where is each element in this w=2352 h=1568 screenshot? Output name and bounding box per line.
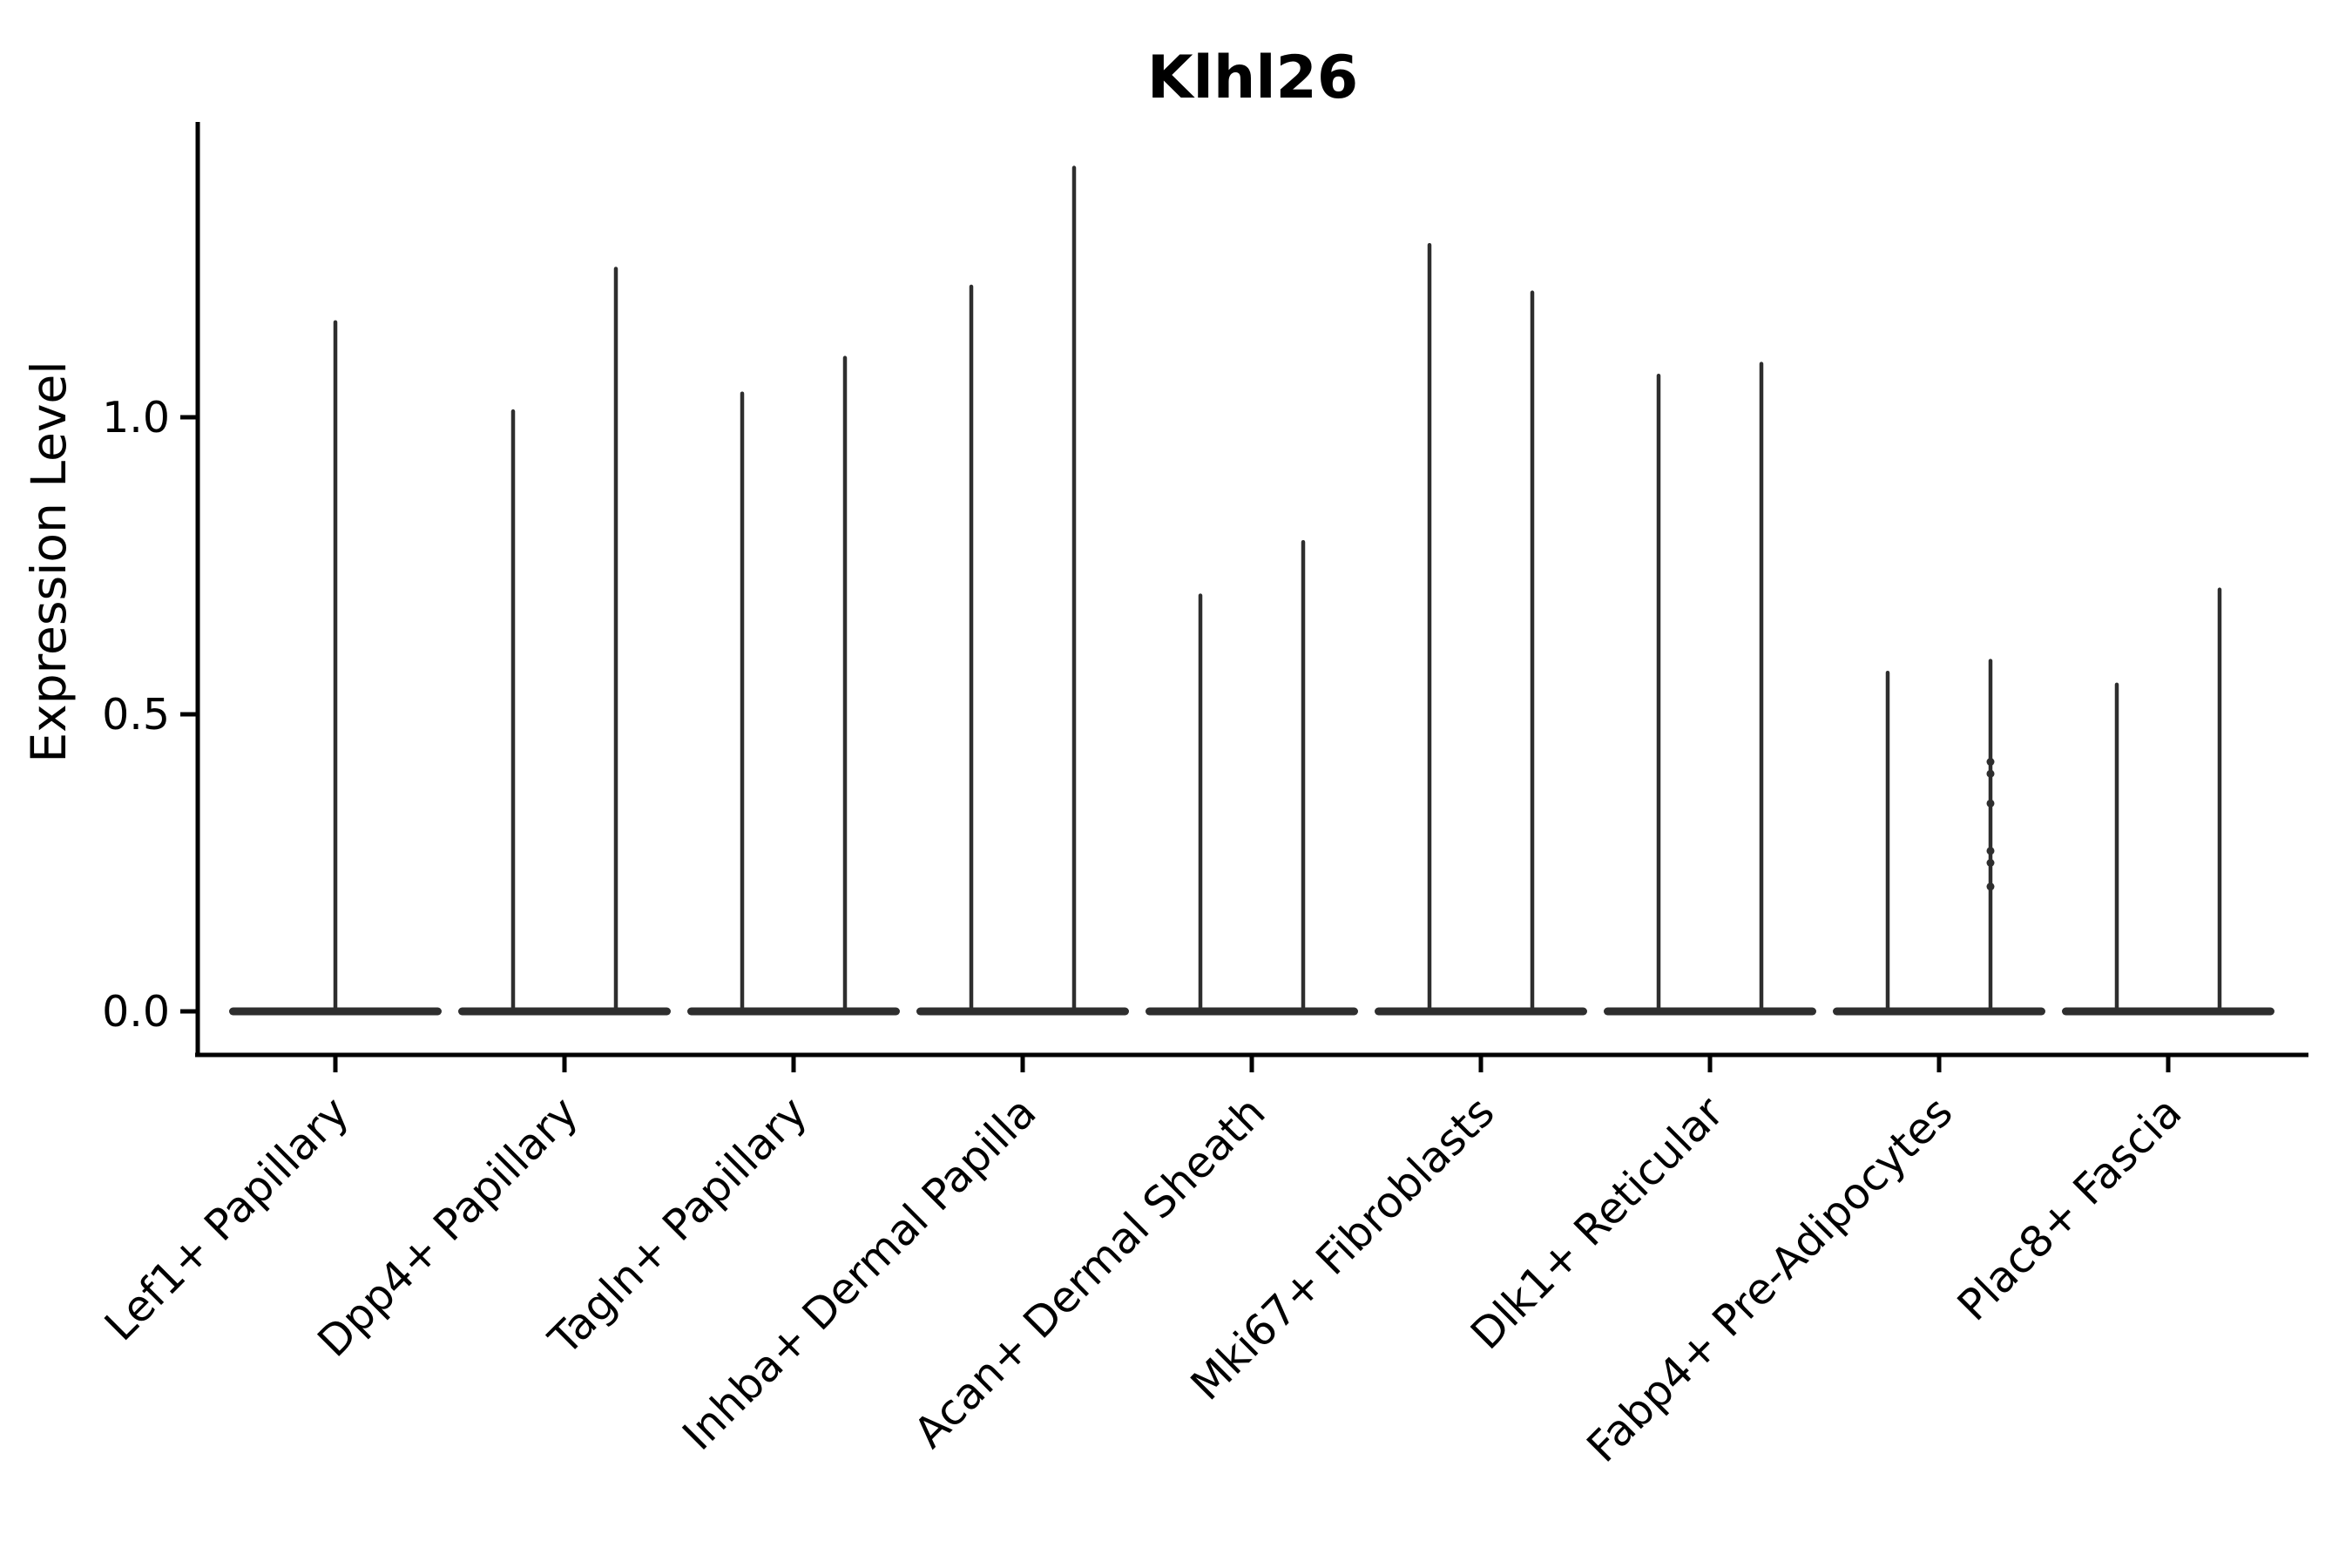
violin-base — [2062, 1007, 2274, 1016]
jitter-dot — [1986, 769, 1995, 778]
jitter-dot — [1986, 847, 1995, 855]
y-tick-label: 0.5 — [102, 690, 170, 740]
violin-base — [687, 1007, 900, 1016]
y-tick-label: 1.0 — [102, 393, 170, 443]
violin-base — [1375, 1007, 1587, 1016]
x-tick-label: Dlk1+ Reticular — [1462, 1087, 1734, 1360]
x-tick-label: Plac8+ Fascia — [1948, 1087, 2191, 1330]
x-tick-label: Lef1+ Papillary — [95, 1087, 358, 1350]
violin-base — [916, 1007, 1129, 1016]
violin-base — [1604, 1007, 1816, 1016]
y-axis-ticks: 0.0 0.5 1.0 — [102, 393, 198, 1037]
jitter-dot — [1986, 882, 1995, 891]
jitter-dot — [1986, 859, 1995, 867]
violin-base — [458, 1007, 671, 1016]
y-axis-label: Expression Level — [21, 361, 77, 762]
violin-base — [1146, 1007, 1358, 1016]
jitter-dot — [1986, 758, 1995, 767]
violin-base — [1833, 1007, 2045, 1016]
jitter-dot — [1986, 799, 1995, 808]
chart-title: Klhl26 — [1147, 44, 1358, 112]
violins — [229, 166, 2274, 1016]
y-tick-label: 0.0 — [102, 987, 170, 1037]
x-tick-label: Fabp4+ Pre-Adipocytes — [1578, 1087, 1963, 1472]
